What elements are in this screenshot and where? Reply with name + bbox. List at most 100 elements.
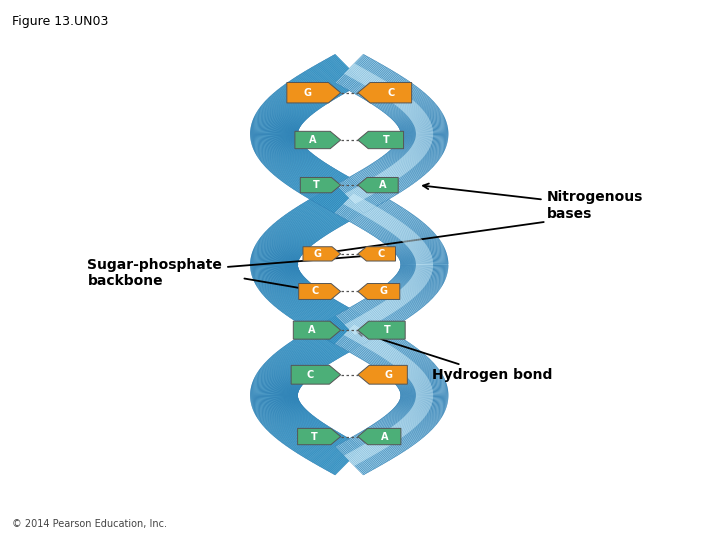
Polygon shape (387, 351, 400, 361)
Polygon shape (368, 296, 399, 325)
Polygon shape (253, 379, 299, 391)
Polygon shape (270, 410, 307, 433)
Polygon shape (287, 213, 320, 240)
Polygon shape (315, 196, 344, 225)
Polygon shape (320, 438, 349, 467)
Polygon shape (407, 414, 421, 422)
Text: Nitrogenous
bases: Nitrogenous bases (423, 184, 643, 221)
Polygon shape (412, 116, 428, 122)
Polygon shape (356, 197, 386, 226)
Polygon shape (251, 135, 298, 139)
Polygon shape (351, 328, 362, 340)
Polygon shape (400, 266, 448, 272)
Polygon shape (264, 146, 304, 166)
Polygon shape (397, 240, 440, 256)
Polygon shape (415, 127, 433, 130)
Polygon shape (360, 330, 390, 359)
Polygon shape (387, 91, 423, 116)
Polygon shape (378, 213, 411, 239)
Polygon shape (305, 300, 336, 328)
Polygon shape (294, 163, 325, 190)
Polygon shape (400, 268, 446, 279)
Polygon shape (402, 287, 416, 296)
Polygon shape (328, 319, 358, 348)
Polygon shape (353, 305, 383, 334)
Polygon shape (366, 337, 377, 348)
Polygon shape (400, 377, 444, 390)
Polygon shape (364, 71, 394, 99)
Polygon shape (346, 60, 375, 89)
Polygon shape (271, 411, 308, 434)
Polygon shape (268, 147, 306, 170)
Polygon shape (279, 89, 314, 113)
Polygon shape (278, 284, 313, 309)
Polygon shape (384, 286, 418, 312)
Polygon shape (324, 191, 354, 220)
Polygon shape (356, 434, 386, 463)
Polygon shape (398, 373, 441, 388)
Polygon shape (401, 394, 449, 395)
Polygon shape (325, 190, 355, 219)
Polygon shape (271, 226, 308, 249)
Polygon shape (295, 77, 327, 104)
Polygon shape (399, 361, 413, 370)
Polygon shape (415, 140, 432, 144)
Polygon shape (379, 304, 392, 314)
Text: T: T (311, 431, 318, 442)
Polygon shape (364, 183, 375, 193)
Polygon shape (415, 392, 433, 393)
Polygon shape (269, 148, 307, 171)
Polygon shape (401, 135, 448, 140)
Polygon shape (387, 283, 423, 308)
Polygon shape (382, 417, 417, 443)
Polygon shape (386, 350, 398, 360)
Polygon shape (408, 282, 423, 289)
Polygon shape (387, 220, 400, 231)
Polygon shape (410, 409, 426, 416)
Polygon shape (276, 221, 312, 246)
Polygon shape (407, 283, 421, 291)
Polygon shape (352, 175, 382, 204)
Polygon shape (408, 282, 422, 290)
Polygon shape (312, 66, 343, 95)
Polygon shape (351, 198, 363, 209)
Polygon shape (338, 444, 368, 473)
Polygon shape (314, 174, 344, 202)
Polygon shape (400, 231, 413, 240)
Polygon shape (294, 293, 326, 321)
Polygon shape (374, 307, 386, 318)
Polygon shape (415, 126, 432, 130)
Polygon shape (255, 270, 300, 284)
Polygon shape (275, 282, 311, 307)
Polygon shape (371, 207, 402, 234)
Polygon shape (374, 342, 387, 353)
Polygon shape (413, 275, 428, 281)
Polygon shape (266, 230, 305, 252)
Polygon shape (358, 186, 369, 197)
Polygon shape (361, 315, 372, 326)
Polygon shape (364, 202, 395, 231)
Polygon shape (282, 217, 316, 243)
Polygon shape (400, 100, 414, 110)
Polygon shape (361, 200, 391, 228)
Polygon shape (354, 196, 384, 225)
Polygon shape (361, 331, 391, 360)
Polygon shape (400, 399, 446, 407)
Polygon shape (390, 411, 428, 434)
Polygon shape (325, 321, 354, 350)
Polygon shape (279, 285, 315, 310)
Polygon shape (385, 89, 420, 114)
Polygon shape (346, 192, 358, 204)
Polygon shape (400, 378, 444, 390)
Polygon shape (382, 433, 395, 443)
Polygon shape (351, 194, 380, 223)
Polygon shape (397, 109, 440, 126)
Polygon shape (408, 281, 423, 289)
Polygon shape (253, 248, 299, 260)
Polygon shape (372, 440, 384, 450)
Polygon shape (401, 132, 449, 134)
Polygon shape (390, 95, 428, 118)
Polygon shape (401, 133, 449, 134)
Polygon shape (408, 411, 423, 419)
Polygon shape (359, 433, 390, 461)
